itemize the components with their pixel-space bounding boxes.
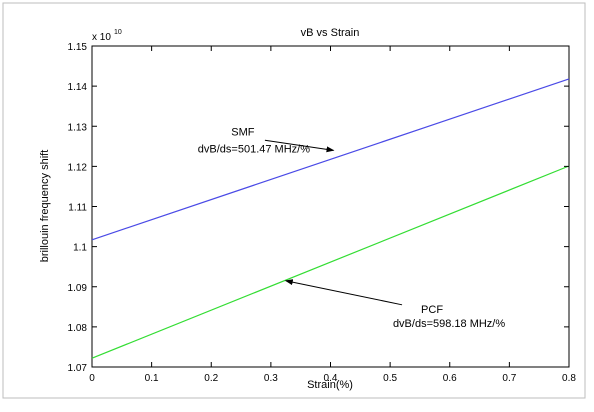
annotation-layer: SMF dvB/ds=501.47 MHz/% PCF dvB/ds=598.18 M…	[198, 126, 506, 330]
x-axis-label: Strain(%)	[307, 379, 353, 391]
x-tick-label: 0.5	[383, 373, 397, 384]
x-tick-label: 0.6	[443, 373, 457, 384]
annotation-label-1: PCF	[421, 304, 443, 316]
y-tick-label: 1.13	[68, 122, 88, 133]
chart-title: vB vs Strain	[301, 27, 360, 39]
annotation-arrow-1	[284, 279, 403, 306]
annotation-slope-1: dvB/ds=598.18 MHz/%	[393, 318, 505, 330]
figure-border	[2, 2, 586, 399]
series-layer	[91, 78, 570, 359]
y-axis-label: brillouin frequency shift	[39, 150, 51, 263]
x-tick-label: 0	[89, 373, 95, 384]
ticks-layer: 0 0.1 0.2 0.3 0.4 0.5 0.6 0.7 0.8 1.07 1.08 1.09 1.1…	[68, 42, 577, 384]
y-tick-label: 1.11	[68, 203, 87, 214]
x-tick-label: 0.8	[562, 373, 576, 384]
y-tick-label: 1.1	[73, 243, 87, 254]
y-tick-label: 1.09	[68, 283, 88, 294]
x-tick-label: 0.4	[324, 373, 338, 384]
y-tick-label: 1.12	[68, 162, 88, 173]
x-tick-label: 0.3	[264, 373, 278, 384]
annotation-label-0: SMF	[231, 126, 255, 138]
y-exponent-label: x 10	[92, 32, 111, 43]
annotation-slope-0: dvB/ds=501.47 MHz/%	[198, 143, 310, 155]
y-tick-label: 1.08	[68, 323, 88, 334]
y-tick-label: 1.15	[68, 42, 88, 53]
x-tick-label: 0.7	[502, 373, 516, 384]
annotation-arrow-0	[264, 139, 335, 153]
y-tick-label: 1.07	[68, 363, 88, 374]
x-tick-label: 0.1	[145, 373, 159, 384]
series-line-1	[91, 165, 570, 359]
y-exponent-power: 10	[114, 29, 122, 36]
y-tick-label: 1.14	[68, 82, 88, 93]
series-line-0	[91, 78, 570, 241]
x-tick-label: 0.2	[204, 373, 218, 384]
